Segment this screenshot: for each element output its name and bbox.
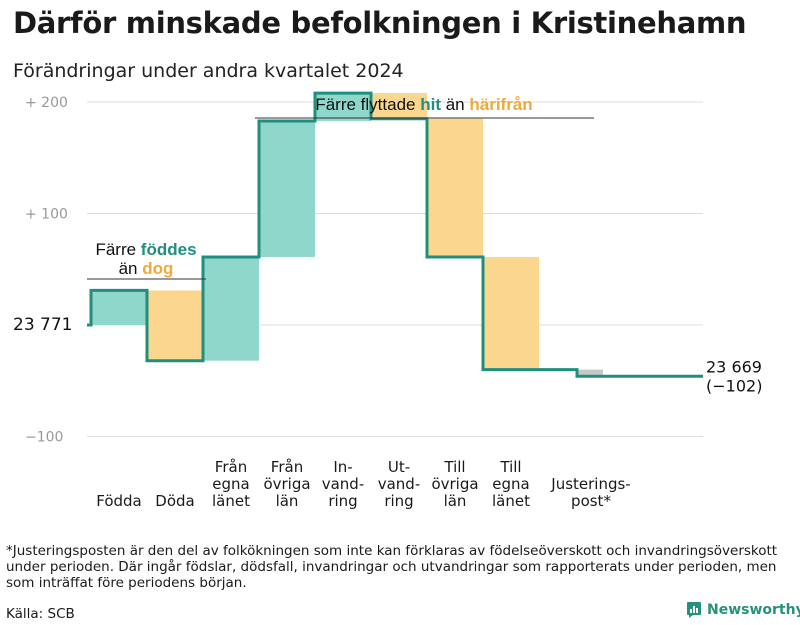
end-value-label: 23 669: [706, 357, 762, 376]
waterfall-chart: Färre föddes än dog Färre flyttade hit än …: [13, 91, 762, 510]
bar-decrease: [147, 290, 203, 361]
brand-name: Newsworthy: [707, 602, 800, 618]
end-value-label: (−102): [706, 376, 762, 395]
category-label: Födda: [96, 492, 142, 510]
category-label: Döda: [155, 492, 194, 510]
category-label: Justerings-post*: [550, 475, 630, 510]
level-line: [87, 91, 703, 378]
bar-increase: [315, 93, 371, 121]
bar-increase: [91, 290, 147, 325]
category-label: Till övriga län: [431, 458, 478, 510]
axis-labels: + 200 + 100 23 771 −100 Födda Döda Från egna län…: [13, 95, 762, 510]
source-text: Källa: SCB: [6, 606, 75, 622]
y-tick-label: −100: [25, 430, 63, 446]
bars: [91, 93, 603, 377]
y-tick-label: + 100: [25, 207, 68, 223]
newsworthy-icon: [687, 602, 701, 618]
bar-increase: [259, 120, 315, 257]
bar-increase: [203, 256, 259, 361]
brand-logo: Newsworthy: [686, 601, 800, 619]
start-value-label: 23 771: [13, 315, 72, 335]
bar-decrease: [483, 256, 539, 370]
bar-decrease: [371, 93, 427, 119]
annotation-migration: Färre flyttade hit än härifrån: [315, 95, 532, 114]
bar-decrease: [427, 118, 483, 257]
annotation-births-deaths: Färre föddes än dog: [95, 240, 196, 278]
footnote: *Justeringsposten är den del av folkökni…: [6, 543, 778, 591]
bar-adjustment: [577, 369, 603, 377]
category-label: Till egna länet: [492, 458, 530, 510]
y-tick-label: + 200: [25, 95, 68, 111]
chart-subtitle: Förändringar under andra kvartalet 2024: [13, 60, 404, 82]
annotations: Färre föddes än dog Färre flyttade hit än …: [87, 95, 594, 280]
category-label: In-vand-ring: [322, 458, 365, 510]
category-label: Från egna länet: [212, 458, 250, 510]
category-label: Från övriga län: [263, 458, 310, 510]
waterfall-step-line: [87, 91, 703, 378]
chart-title: Därför minskade befolkningen i Kristineh…: [13, 6, 747, 40]
gridlines: [87, 101, 703, 437]
category-label: Ut-vand-ring: [378, 458, 421, 510]
